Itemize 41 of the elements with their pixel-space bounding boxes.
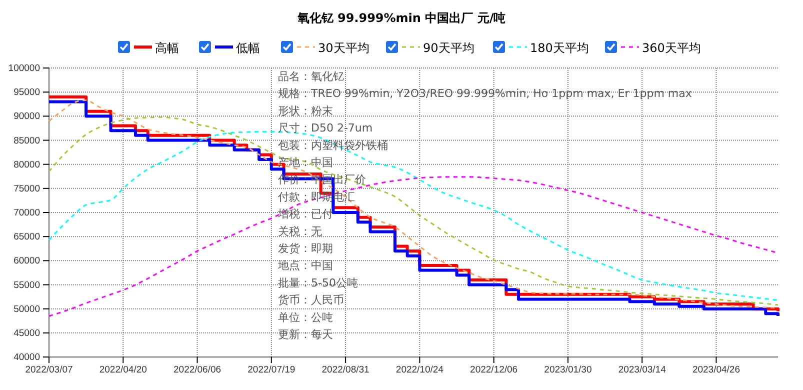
y-tick-label: 55000 (14, 280, 40, 291)
legend-label: 180天平均 (530, 41, 589, 55)
y-tick-label: 75000 (14, 183, 40, 194)
annotation: 发货：即期 (278, 242, 333, 255)
annotation: 批量：5-50公吨 (278, 276, 358, 290)
x-tick-label: 2022/10/24 (396, 364, 444, 376)
annotation: 更新：每天 (278, 328, 333, 341)
y-tick-label: 95000 (14, 87, 40, 98)
legend-label: 360天平均 (642, 41, 701, 55)
y-tick-label: 45000 (14, 328, 40, 339)
legend-label: 高幅 (155, 41, 179, 55)
annotation: 尺寸：D50 2-7um (278, 122, 373, 135)
annotation: 关税：无 (278, 224, 322, 238)
x-tick-label: 2023/03/14 (618, 364, 666, 376)
x-tick-label: 2022/03/07 (25, 364, 73, 376)
y-tick-label: 100000 (8, 63, 40, 74)
x-tick-label: 2022/08/31 (322, 364, 370, 376)
y-tick-label: 85000 (14, 135, 40, 146)
annotation: 单位：公吨 (278, 310, 333, 324)
y-tick-label: 80000 (14, 159, 40, 170)
legend-label: 90天平均 (423, 41, 474, 55)
y-tick-label: 40000 (14, 352, 40, 364)
annotation: 货币：人民币 (278, 294, 344, 307)
annotation: 地点：中国 (277, 259, 333, 272)
y-tick-label: 50000 (14, 304, 40, 315)
x-tick-label: 2022/06/06 (174, 364, 222, 376)
x-tick-label: 2022/07/19 (248, 364, 296, 376)
chart-title: 氧化钇 99.999%min 中国出厂 元/吨 (296, 11, 506, 25)
x-tick-label: 2023/04/26 (692, 364, 740, 376)
legend-label: 30天平均 (318, 41, 370, 55)
y-tick-label: 60000 (14, 256, 40, 267)
annotation: 形状：粉末 (278, 104, 333, 118)
y-tick-label: 90000 (14, 111, 40, 122)
annotation: 规格：TREO 99%min, Y2O3/REO 99.999%min, Ho 1ppm max, Er 1ppm max (278, 87, 692, 100)
x-tick-label: 2022/12/06 (470, 364, 518, 376)
annotation: 品名：氧化钇 (278, 70, 344, 83)
y-tick-label: 65000 (14, 232, 40, 243)
x-tick-label: 2022/04/20 (99, 364, 147, 376)
legend-label: 低幅 (236, 41, 260, 55)
y-tick-label: 70000 (14, 208, 40, 219)
x-tick-label: 2023/01/30 (544, 364, 592, 376)
